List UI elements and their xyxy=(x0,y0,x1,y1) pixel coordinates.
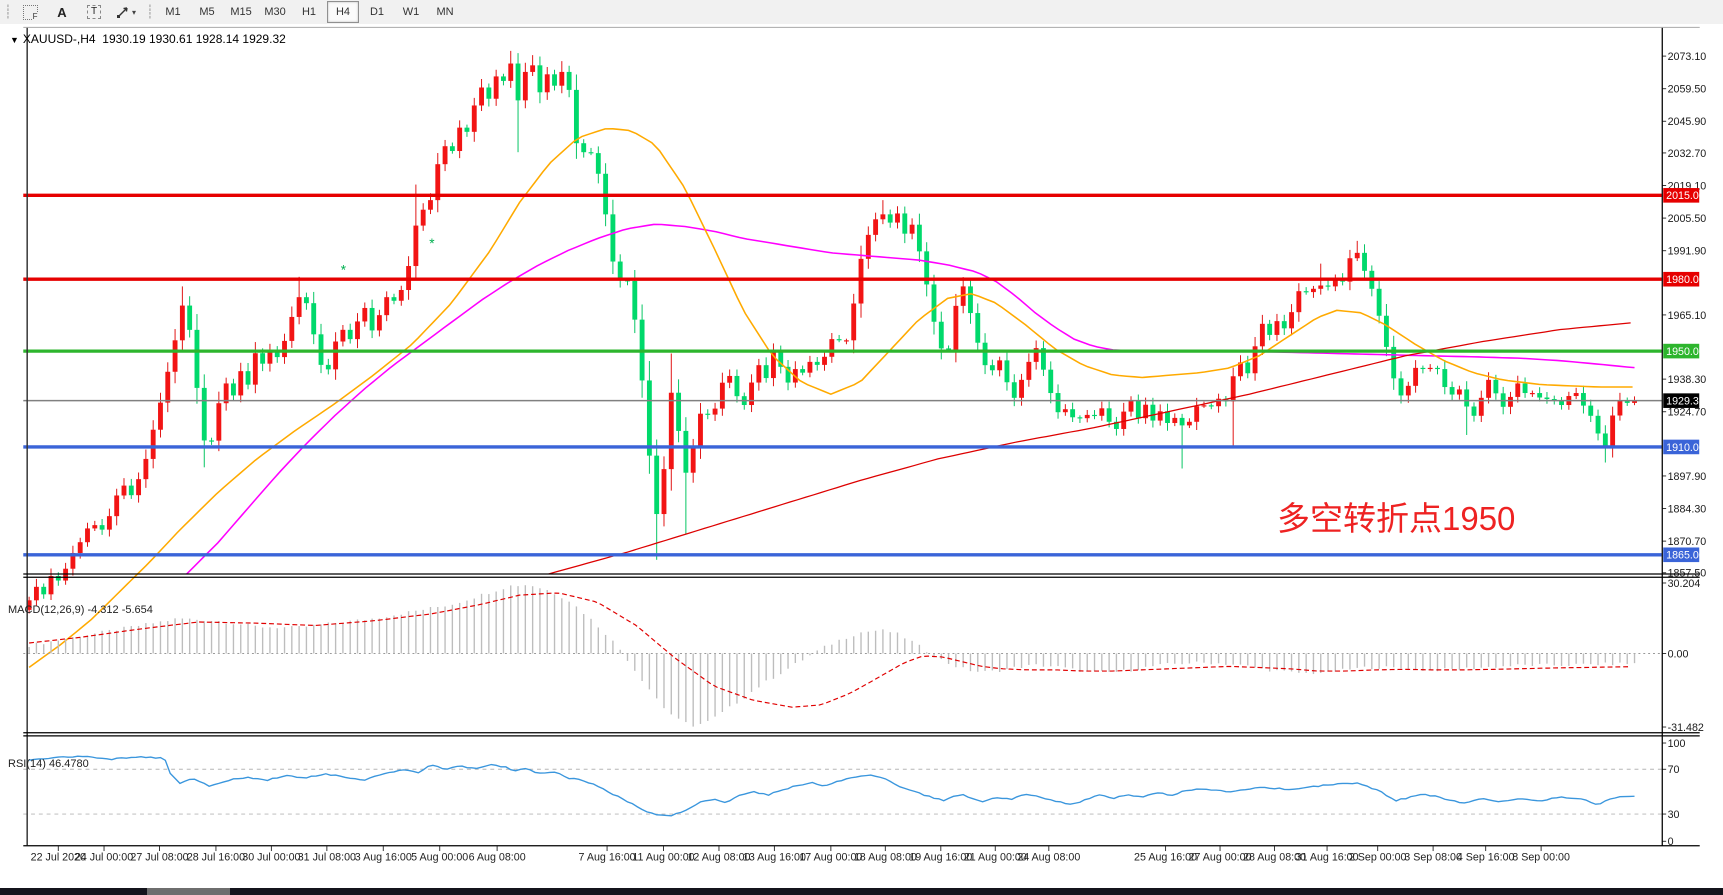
time-tick-label: 7 Aug 16:00 xyxy=(579,852,636,864)
toolbar-drag-handle-2[interactable]: ┊ xyxy=(146,4,154,19)
price-tick-label: 1991.90 xyxy=(1668,246,1707,258)
price-level-tag: 2015.00 xyxy=(1666,190,1705,202)
candlestick-series xyxy=(27,50,1637,614)
price-tick-label: 2019.10 xyxy=(1668,180,1707,192)
chart-title: ▼ XAUUSD-,H4 1930.19 1930.61 1928.14 1929… xyxy=(10,32,286,46)
rsi-tick-label: 0 xyxy=(1668,836,1674,848)
toolbar-drag-handle[interactable]: ┊ xyxy=(4,4,12,19)
time-tick-label: 2 Sep 00:00 xyxy=(1349,852,1407,864)
time-tick-label: 27 Aug 00:00 xyxy=(1189,852,1252,864)
diagonal-arrows-icon xyxy=(117,7,128,18)
window-bottom-edge xyxy=(0,888,1723,895)
time-tick-label: 28 Aug 08:00 xyxy=(1243,852,1306,864)
time-tick-label: 28 Jul 16:00 xyxy=(187,852,245,864)
time-tick-label: 31 Aug 16:00 xyxy=(1296,852,1359,864)
time-tick-label: 19 Aug 16:00 xyxy=(909,852,972,864)
time-tick-label: 18 Aug 08:00 xyxy=(854,852,917,864)
text-box-icon: T xyxy=(86,5,102,19)
price-tick-label: 1884.30 xyxy=(1668,503,1707,515)
price-tick-label: 1965.10 xyxy=(1668,310,1707,322)
text-tool-button[interactable]: T xyxy=(79,1,109,23)
time-tick-label: 12 Aug 08:00 xyxy=(687,852,750,864)
macd-indicator-label: MACD(12,26,9) -4.312 -5.654 xyxy=(8,604,153,616)
rsi-tick-label: 100 xyxy=(1668,738,1686,750)
time-tick-label: 13 Aug 16:00 xyxy=(743,852,806,864)
rsi-panel xyxy=(23,755,1662,817)
price-tick-label: 1924.70 xyxy=(1668,407,1707,419)
panel-borders xyxy=(23,26,1700,847)
time-tick-label: 3 Sep 08:00 xyxy=(1404,852,1462,864)
time-tick-label: 5 Aug 00:00 xyxy=(411,852,468,864)
moving-averages xyxy=(28,128,1635,669)
time-tick-label: 24 Jul 00:00 xyxy=(75,852,133,864)
time-tick-label: 27 Jul 08:00 xyxy=(130,852,188,864)
price-tick-label: 2059.50 xyxy=(1668,84,1707,96)
time-tick-label: 8 Sep 00:00 xyxy=(1512,852,1570,864)
ohlc-quotes-label: 1930.19 1930.61 1928.14 1929.32 xyxy=(102,32,286,46)
rsi-indicator-label: RSI(14) 46.4780 xyxy=(8,758,89,770)
macd-panel xyxy=(23,585,1662,727)
toolbar: ┊ F A T ▾ ┊ M1 M5 M15 M30 H1 H4 D1 W1 MN xyxy=(0,0,1723,25)
time-tick-label: 25 Aug 16:00 xyxy=(1134,852,1197,864)
timeframe-h4-button[interactable]: H4 xyxy=(327,1,360,23)
price-tick-label: 2073.10 xyxy=(1668,51,1707,63)
price-tick-label: 1938.30 xyxy=(1668,374,1707,386)
annotation-text: 多空转折点1950 xyxy=(1277,500,1516,537)
chart-window[interactable]: ▼ XAUUSD-,H4 1930.19 1930.61 1928.14 1929… xyxy=(0,24,1723,888)
grid-dots-icon: F xyxy=(22,4,38,21)
time-tick-label: 17 Aug 00:00 xyxy=(799,852,862,864)
timeframe-d1-button[interactable]: D1 xyxy=(369,6,385,18)
letter-a-icon: A xyxy=(57,4,67,20)
window-bottom-segment xyxy=(147,888,230,895)
price-tick-label: 2045.90 xyxy=(1668,116,1707,128)
price-tick-label: 1870.70 xyxy=(1668,536,1707,548)
time-tick-label: 24 Aug 08:00 xyxy=(1017,852,1080,864)
price-level-tag: 1950.00 xyxy=(1666,346,1705,358)
time-tick-label: 3 Aug 16:00 xyxy=(355,852,412,864)
arrows-tool-button[interactable]: ▾ xyxy=(111,1,141,23)
price-level-tag: 1929.32 xyxy=(1666,396,1705,408)
timeframe-h1-button[interactable]: H1 xyxy=(301,6,317,18)
horizontal-levels[interactable] xyxy=(23,193,1662,557)
time-tick-label: 6 Aug 08:00 xyxy=(469,852,526,864)
timeframe-m30-button[interactable]: M30 xyxy=(264,6,286,18)
symbol-period-label: XAUUSD-,H4 xyxy=(22,32,96,46)
rsi-tick-label: 30 xyxy=(1668,809,1680,821)
label-tool-button[interactable]: A xyxy=(47,1,77,23)
price-level-tag: 1910.00 xyxy=(1666,442,1705,454)
timeframe-m15-button[interactable]: M15 xyxy=(230,6,252,18)
chevron-down-icon: ▾ xyxy=(132,7,137,17)
timeframe-m5-button[interactable]: M5 xyxy=(199,6,215,18)
price-tick-label: 2005.50 xyxy=(1668,213,1707,225)
rsi-tick-label: 70 xyxy=(1668,764,1680,776)
fractal-marker: * xyxy=(341,262,347,277)
timeframe-m1-button[interactable]: M1 xyxy=(165,6,181,18)
timeframe-w1-button[interactable]: W1 xyxy=(402,6,420,18)
time-tick-label: 22 Jul 2020 xyxy=(31,852,86,864)
price-tick-label: 1897.90 xyxy=(1668,471,1707,483)
timeframe-mn-button[interactable]: MN xyxy=(436,6,454,18)
grid-tool-button[interactable]: F xyxy=(15,1,45,23)
macd-tick-label: 0.00 xyxy=(1668,648,1689,660)
time-tick-label: 4 Sep 16:00 xyxy=(1457,852,1515,864)
collapse-arrow-icon[interactable]: ▼ xyxy=(10,35,19,45)
time-tick-label: 31 Jul 08:00 xyxy=(298,852,356,864)
macd-tick-label: -31.482 xyxy=(1668,722,1704,734)
price-level-tag: 1980.00 xyxy=(1666,274,1705,286)
price-chart-canvas[interactable]: * * 2073.10 2059.50 2045.90 2032.70 2019.10 200… xyxy=(0,24,1723,888)
price-tick-label: 2032.70 xyxy=(1668,148,1707,160)
price-level-tag: 1865.00 xyxy=(1666,550,1705,562)
time-tick-label: 21 Aug 00:00 xyxy=(964,852,1027,864)
time-tick-label: 11 Aug 00:00 xyxy=(632,852,694,864)
fractal-marker: * xyxy=(429,236,435,251)
macd-tick-label: 30.204 xyxy=(1668,578,1701,590)
time-tick-label: 30 Jul 00:00 xyxy=(242,852,300,864)
price-axis[interactable]: 2073.10 2059.50 2045.90 2032.70 2019.10 2005.… xyxy=(1662,51,1706,848)
